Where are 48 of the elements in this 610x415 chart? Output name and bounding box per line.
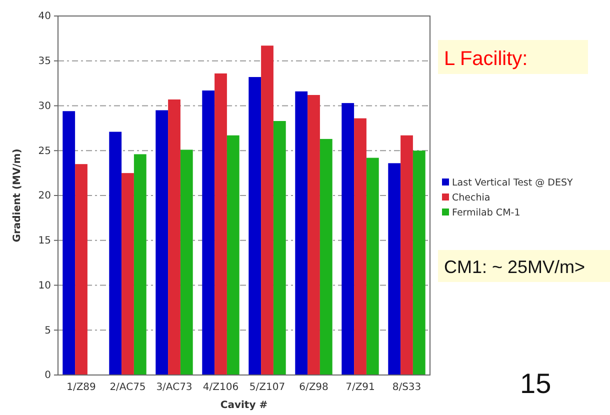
y-tick-label: 20 xyxy=(38,190,51,202)
y-tick-label: 5 xyxy=(44,325,51,336)
bar xyxy=(226,135,240,375)
legend-label: Chechia xyxy=(452,192,490,204)
bar xyxy=(180,150,193,375)
y-axis-title: Gradient (MV/m) xyxy=(12,148,23,242)
bar xyxy=(134,154,146,375)
y-tick-label: 25 xyxy=(38,146,51,157)
x-axis-title: Cavity # xyxy=(220,400,268,411)
bar xyxy=(202,90,215,375)
bar xyxy=(273,121,286,375)
y-tick-label: 10 xyxy=(38,280,51,292)
y-tick-label: 0 xyxy=(44,370,51,382)
x-tick-label: 6/Z98 xyxy=(299,382,328,393)
bar xyxy=(62,111,76,375)
bar xyxy=(261,46,274,375)
bar xyxy=(122,173,134,375)
bar xyxy=(75,164,88,375)
x-tick-label: 7/Z91 xyxy=(346,382,375,393)
x-tick-label: 4/Z106 xyxy=(202,382,239,393)
x-tick-label: 3/AC73 xyxy=(156,382,192,393)
bar xyxy=(320,138,332,375)
bar xyxy=(168,99,180,375)
text: CM1: ~ 25MV/m> xyxy=(444,257,586,277)
x-tick-label: 1/Z89 xyxy=(66,382,96,393)
bar xyxy=(308,94,320,375)
text: 15 xyxy=(520,368,552,399)
bar xyxy=(295,91,308,375)
bar xyxy=(109,132,122,375)
bar xyxy=(354,118,366,375)
bar xyxy=(388,163,401,375)
x-tick-label: 2/AC75 xyxy=(110,382,146,393)
bar xyxy=(156,110,168,375)
y-tick-label: 40 xyxy=(38,11,51,22)
legend-label: Last Vertical Test @ DESY xyxy=(452,178,573,188)
y-tick-label: 30 xyxy=(38,100,51,112)
y-tick-label: 35 xyxy=(38,56,51,68)
bar xyxy=(248,77,262,375)
bar xyxy=(214,73,227,375)
x-tick-label: 5/Z107 xyxy=(249,382,286,393)
bar xyxy=(342,103,354,375)
legend-label: Fermilab CM-1 xyxy=(452,208,520,218)
y-tick-label: 15 xyxy=(38,236,51,247)
bar xyxy=(400,135,413,375)
bar xyxy=(412,150,426,375)
x-tick-label: 8/S33 xyxy=(392,382,422,393)
text: L Facility: xyxy=(444,48,528,70)
bar xyxy=(366,158,379,375)
